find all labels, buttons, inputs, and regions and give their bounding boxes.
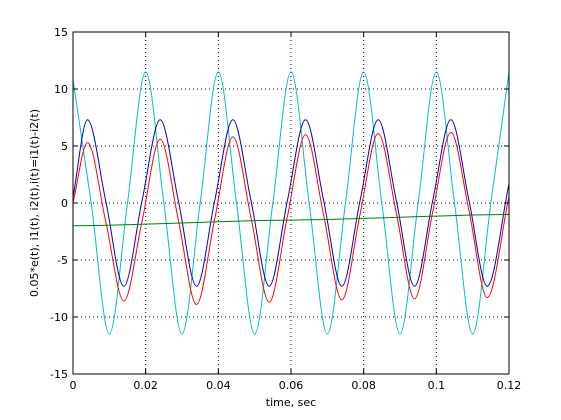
x-tick-label: 0.06 <box>279 379 304 392</box>
y-tick-label: 10 <box>54 83 68 96</box>
plot-area <box>73 32 509 374</box>
x-axis-label: time, sec <box>266 396 316 409</box>
series-group <box>72 71 510 335</box>
series-line-2 <box>72 119 510 287</box>
series-line-3 <box>72 131 510 305</box>
grid-lines <box>73 32 509 374</box>
series-line-1 <box>72 71 510 335</box>
y-tick-label: 15 <box>54 26 68 39</box>
axis-ticks: 0 0.02 0.04 0.06 0.08 0.1 0.12 -15 -10 -5 0 5 10 15 <box>50 26 521 392</box>
y-tick-label: 0 <box>61 197 68 210</box>
y-tick-label: -15 <box>50 368 68 381</box>
x-tick-label: 0.1 <box>428 379 446 392</box>
x-tick-label: 0.12 <box>497 379 522 392</box>
y-tick-label: 5 <box>61 140 68 153</box>
x-tick-label: 0.02 <box>133 379 158 392</box>
y-axis-label: 0.05*e(t), i1(t), i2(t),i(t)=i1(t)-i2(t) <box>28 109 41 297</box>
series-line-4 <box>72 213 510 227</box>
y-tick-label: -5 <box>57 254 68 267</box>
y-tick-label: -10 <box>50 311 68 324</box>
x-tick-label: 0.08 <box>351 379 376 392</box>
x-tick-label: 0.04 <box>206 379 231 392</box>
x-tick-label: 0 <box>70 379 77 392</box>
